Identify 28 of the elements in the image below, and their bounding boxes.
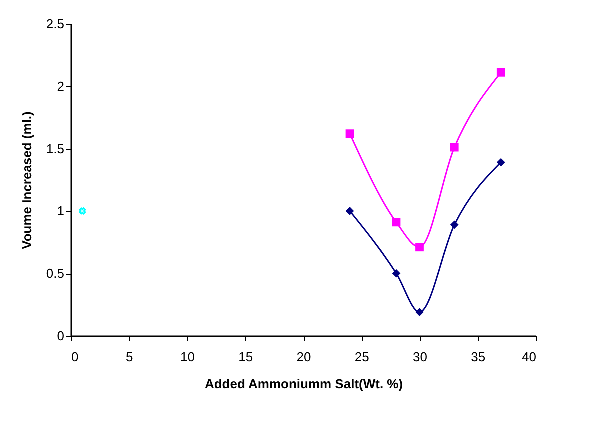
point bbox=[346, 207, 354, 216]
point bbox=[392, 269, 401, 278]
x-tick-label: 35 bbox=[471, 350, 486, 364]
x-tick-label: 0 bbox=[72, 350, 79, 364]
point bbox=[450, 220, 459, 230]
x-tick-label: 25 bbox=[354, 350, 370, 364]
point bbox=[496, 68, 506, 77]
y-tick-label: 0 bbox=[57, 328, 64, 344]
x-tick-label: 30 bbox=[413, 350, 428, 364]
point bbox=[416, 243, 424, 252]
x-tick-label: 15 bbox=[238, 350, 254, 364]
point bbox=[392, 218, 401, 227]
point bbox=[450, 143, 459, 152]
x-tick-label: 20 bbox=[296, 350, 312, 364]
point bbox=[416, 308, 424, 316]
x-tick-label: 10 bbox=[180, 350, 195, 364]
x-tick-label: 40 bbox=[522, 350, 536, 364]
x-tick-label: 5 bbox=[126, 350, 134, 364]
y-axis-title: Voume Increased (ml.) bbox=[19, 112, 34, 250]
point bbox=[346, 130, 354, 138]
y-tick-label: 0.5 bbox=[46, 266, 64, 282]
point bbox=[79, 208, 86, 215]
y-tick-label: 1.5 bbox=[46, 141, 64, 156]
point bbox=[496, 158, 506, 167]
x-axis-title: Added Ammoniumm Salt(Wt. %) bbox=[204, 376, 404, 392]
y-tick-label: 2 bbox=[57, 78, 64, 94]
y-tick-label: 1 bbox=[57, 204, 64, 219]
y-tick-label: 2.5 bbox=[46, 16, 64, 32]
